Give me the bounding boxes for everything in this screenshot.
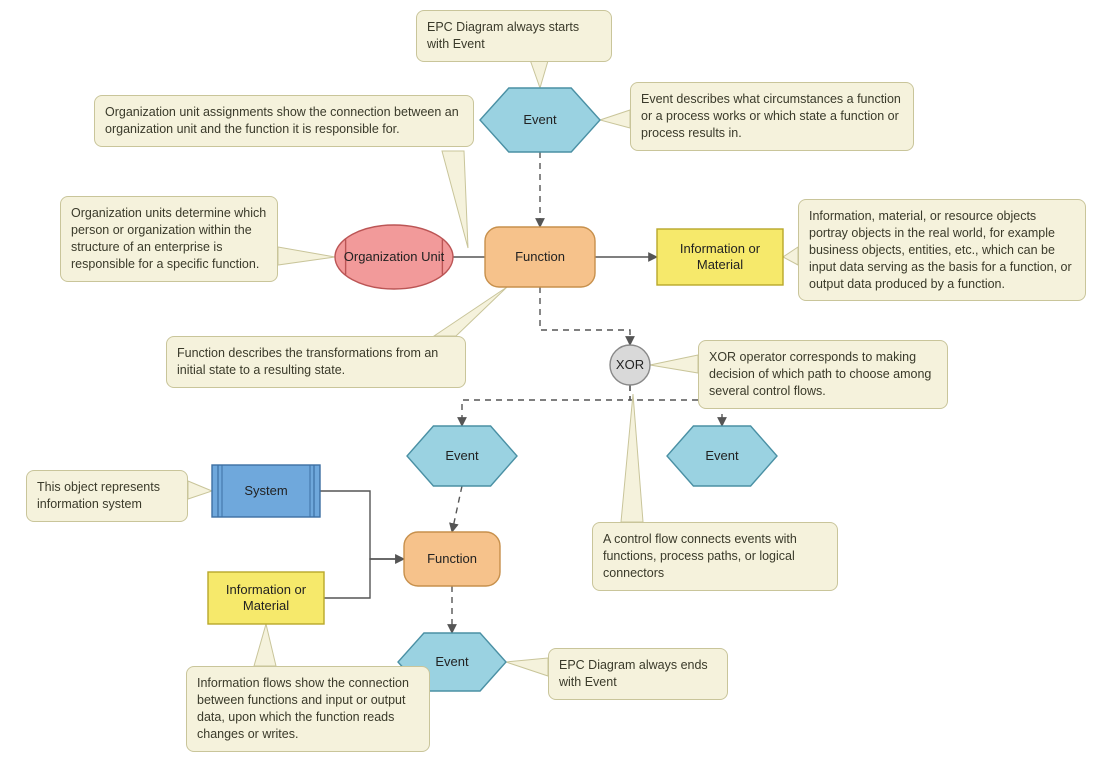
org_unit bbox=[335, 225, 453, 289]
n_start: EPC Diagram always starts with Event bbox=[416, 10, 612, 62]
n_org_unit-tail bbox=[278, 247, 335, 265]
xor bbox=[610, 345, 650, 385]
n_org_assign: Organization unit assignments show the c… bbox=[94, 95, 474, 147]
n_xor-tail bbox=[650, 355, 698, 373]
edge-xor-event_l bbox=[462, 385, 630, 426]
n_system: This object represents information syste… bbox=[26, 470, 188, 522]
function1 bbox=[485, 227, 595, 287]
system bbox=[212, 465, 320, 517]
n_function-tail bbox=[434, 287, 507, 336]
n_event_desc-tail bbox=[600, 110, 630, 128]
n_event_desc: Event describes what circumstances a fun… bbox=[630, 82, 914, 151]
n_org_unit: Organization units determine which perso… bbox=[60, 196, 278, 282]
info_mat2 bbox=[208, 572, 324, 624]
n_org_assign-tail bbox=[442, 151, 468, 248]
edge-event_l-function2 bbox=[452, 486, 462, 532]
n_xor: XOR operator corresponds to making decis… bbox=[698, 340, 948, 409]
n_ctrlflow: A control flow connects events with func… bbox=[592, 522, 838, 591]
n_ctrlflow-tail bbox=[621, 394, 643, 522]
event_l bbox=[407, 426, 517, 486]
n_system-tail bbox=[188, 481, 212, 499]
n_function: Function describes the transformations f… bbox=[166, 336, 466, 388]
epc-diagram-canvas: EPC Diagram always starts with Event Even… bbox=[0, 0, 1110, 780]
info_mat1 bbox=[657, 229, 783, 285]
n_info: Information, material, or resource objec… bbox=[798, 199, 1086, 301]
n_infoflow: Information flows show the connection be… bbox=[186, 666, 430, 752]
n_end-tail bbox=[506, 658, 548, 676]
n_end: EPC Diagram always ends with Event bbox=[548, 648, 728, 700]
edge-function1-xor bbox=[540, 287, 630, 345]
event_top bbox=[480, 88, 600, 152]
event_r bbox=[667, 426, 777, 486]
n_info-tail bbox=[783, 247, 798, 265]
edge-system-function2 bbox=[320, 491, 404, 559]
edge-info_mat2-function2 bbox=[324, 559, 404, 598]
function2 bbox=[404, 532, 500, 586]
n_infoflow-tail bbox=[254, 624, 276, 666]
